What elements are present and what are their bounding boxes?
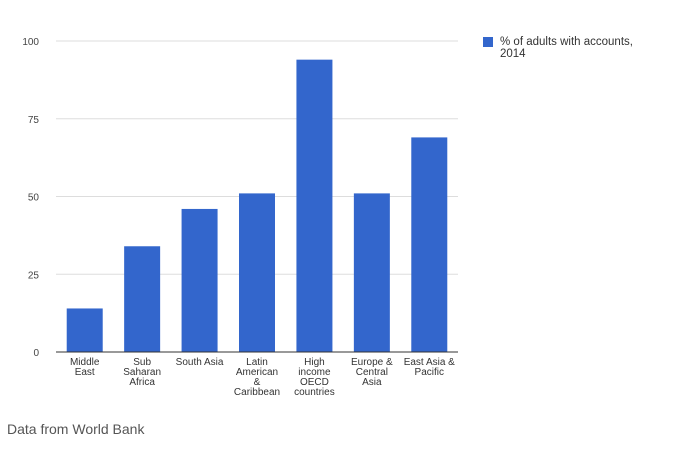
y-tick-label: 100: [22, 37, 39, 48]
legend-swatch: [483, 37, 493, 47]
x-category-label: Middle East: [70, 357, 100, 378]
x-category-label: South Asia: [176, 357, 224, 368]
bar: [239, 193, 275, 352]
x-category-label: East Asia & Pacific: [404, 357, 455, 378]
x-category-label: Europe & Central Asia: [351, 357, 393, 388]
bars: [66, 59, 448, 352]
x-category-label: High income OECD countries: [294, 357, 335, 398]
source-note: Data from World Bank: [7, 421, 145, 437]
y-tick-label: 75: [28, 115, 40, 126]
y-axis-tick-labels: 0 25 50 75 100: [22, 37, 39, 359]
bar: [124, 246, 161, 352]
bar-chart: 0 25 50 75 100 Middle East Sub Saharan Africa Sou…: [22, 36, 636, 398]
bar: [353, 193, 390, 352]
bar: [181, 208, 218, 352]
y-tick-label: 0: [33, 348, 39, 359]
legend-label-line-2: 2014: [500, 48, 526, 60]
bar: [66, 308, 103, 352]
legend-label: % of adults with accounts, 2014: [500, 36, 636, 60]
x-category-label: Sub Saharan Africa: [123, 357, 161, 388]
bar: [296, 59, 333, 352]
x-category-label: Latin American & Caribbean: [234, 357, 280, 398]
x-axis-category-labels: Middle East Sub Saharan Africa South Asia Lati…: [70, 357, 455, 398]
bar: [411, 137, 448, 352]
legend-label-line-1: % of adults with accounts,: [500, 36, 633, 48]
y-tick-label: 50: [28, 193, 40, 204]
y-tick-label: 25: [28, 270, 40, 281]
legend: % of adults with accounts, 2014: [483, 36, 636, 60]
